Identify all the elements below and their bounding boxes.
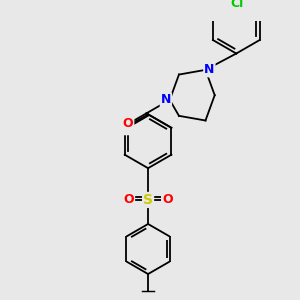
Text: Cl: Cl — [231, 0, 244, 10]
Text: N: N — [122, 121, 133, 134]
Text: O: O — [162, 194, 172, 206]
Text: O: O — [124, 194, 134, 206]
Text: O: O — [123, 117, 134, 130]
Text: N: N — [161, 93, 171, 106]
Text: S: S — [143, 193, 153, 207]
Text: N: N — [204, 63, 214, 76]
